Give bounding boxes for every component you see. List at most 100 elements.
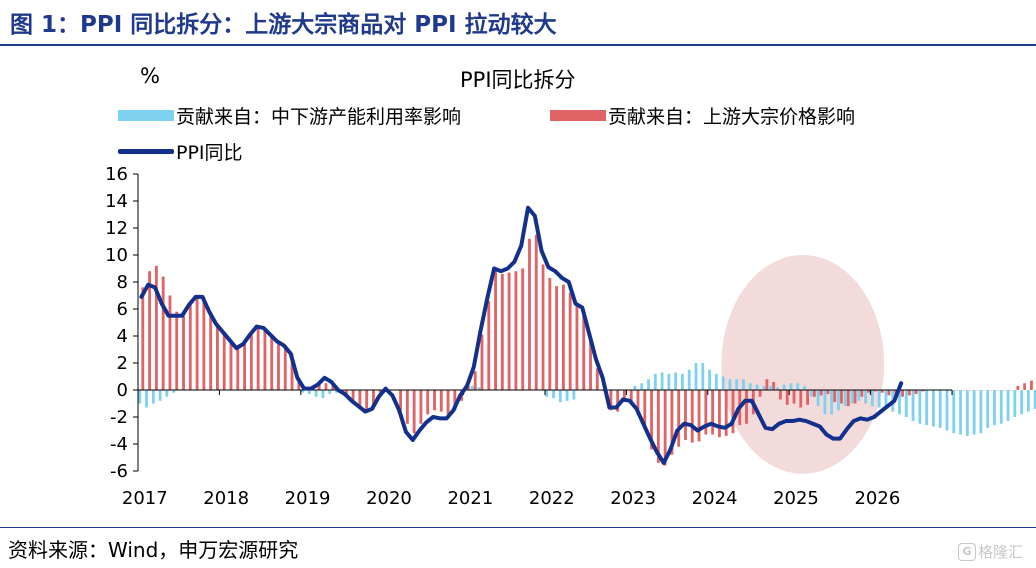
bar-upstream-74	[643, 390, 647, 427]
bar-upstream-77	[663, 390, 667, 466]
bar-upstream-46	[453, 390, 457, 411]
bar-midstream-105	[850, 390, 854, 404]
bar-upstream-39	[405, 390, 409, 424]
bar-midstream-29	[335, 390, 338, 393]
ppi-point-86	[723, 426, 726, 429]
bar-upstream-93	[772, 381, 776, 390]
bar-midstream-126	[993, 390, 996, 426]
bar-midstream-119	[945, 390, 949, 431]
bar-midstream-122	[965, 390, 969, 436]
bar-midstream-112	[898, 390, 901, 415]
ppi-point-32	[357, 405, 360, 408]
bar-upstream-63	[568, 292, 572, 390]
y-tick-label-5: 4	[117, 326, 128, 347]
ppi-point-112	[899, 382, 903, 385]
ppi-point-57	[526, 206, 530, 209]
bar-upstream-27	[324, 383, 328, 390]
bar-midstream-26	[314, 390, 318, 397]
bar-upstream-2	[154, 265, 158, 390]
ppi-point-40	[411, 438, 414, 442]
ppi-point-26	[316, 383, 319, 386]
y-tick-label-9: 12	[105, 218, 128, 239]
bar-upstream-57	[528, 238, 531, 390]
y-tick-label-3: 0	[117, 380, 128, 401]
ppi-point-47	[459, 394, 462, 397]
bar-midstream-94	[775, 387, 779, 390]
bar-midstream-77	[660, 372, 664, 390]
bar-upstream-84	[711, 390, 715, 435]
ppi-point-25	[309, 387, 313, 390]
ppi-point-90	[750, 399, 754, 402]
bar-upstream-60	[548, 277, 552, 390]
bar-upstream-72	[629, 390, 633, 404]
bar-upstream-86	[724, 390, 728, 436]
ppi-point-77	[662, 461, 665, 465]
bar-upstream-14	[236, 348, 240, 390]
ppi-point-71	[621, 398, 625, 401]
ppi-point-6	[180, 314, 184, 317]
bar-midstream-3	[158, 390, 162, 401]
ppi-point-65	[581, 306, 584, 309]
ppi-point-60	[547, 265, 550, 269]
bar-upstream-62	[561, 284, 565, 390]
bar-upstream-110	[887, 390, 891, 396]
bar-midstream-118	[938, 390, 942, 428]
ppi-point-27	[323, 376, 326, 380]
bar-upstream-131	[1030, 380, 1033, 390]
bar-upstream-18	[263, 327, 267, 390]
ppi-point-38	[397, 409, 401, 412]
bar-upstream-22	[290, 353, 294, 390]
bar-upstream-87	[731, 390, 735, 434]
ppi-point-13	[228, 338, 231, 342]
bar-midstream-84	[708, 369, 711, 390]
bar-midstream-124	[979, 390, 983, 434]
bar-midstream-79	[674, 372, 678, 390]
bar-upstream-82	[697, 390, 701, 442]
bar-upstream-38	[399, 390, 403, 411]
bar-upstream-34	[372, 390, 375, 409]
x-tick-label-0: 2017	[122, 488, 168, 509]
bar-upstream-50	[480, 334, 484, 390]
bar-midstream-85	[714, 373, 718, 390]
bar-upstream-4	[168, 295, 172, 390]
ppi-point-14	[235, 346, 238, 350]
figure-title: 图 1：PPI 同比拆分：上游大宗商品对 PPI 拉动较大	[10, 12, 557, 38]
bar-midstream-27	[321, 390, 325, 399]
bar-midstream-96	[789, 383, 793, 390]
bar-upstream-66	[589, 336, 592, 390]
bar-midstream-103	[837, 390, 840, 411]
bar-upstream-85	[717, 390, 721, 438]
bar-upstream-67	[595, 368, 599, 390]
bar-upstream-92	[765, 379, 769, 390]
ppi-point-69	[608, 406, 611, 409]
ppi-point-76	[655, 450, 659, 454]
ppi-point-8	[194, 295, 197, 299]
ppi-point-17	[255, 325, 258, 328]
bar-upstream-28	[331, 385, 335, 390]
bar-upstream-49	[473, 371, 477, 390]
ppi-point-22	[289, 352, 292, 355]
bar-midstream-114	[911, 390, 915, 422]
ppi-point-93	[771, 427, 774, 431]
bar-upstream-130	[1023, 383, 1027, 390]
bar-upstream-76	[656, 390, 660, 463]
bar-midstream-25	[307, 390, 311, 395]
ppi-point-108	[872, 415, 876, 419]
ppi-point-96	[791, 419, 794, 423]
bar-upstream-10	[209, 311, 213, 390]
bar-upstream-23	[297, 377, 301, 390]
ppi-point-63	[567, 280, 570, 284]
bar-midstream-87	[728, 379, 732, 390]
bar-upstream-114	[914, 390, 918, 395]
bar-upstream-61	[555, 286, 559, 390]
legend-upstream-swatch	[550, 110, 606, 121]
bar-midstream-125	[986, 390, 990, 428]
bar-upstream-98	[806, 390, 810, 405]
chart-title: PPI同比拆分	[460, 68, 576, 92]
ppi-point-51	[486, 297, 489, 300]
bar-midstream-82	[694, 363, 698, 390]
y-tick-label-0: -6	[110, 461, 128, 482]
bar-midstream-91	[755, 384, 759, 390]
watermark-logo-icon: G	[958, 542, 976, 561]
ppi-point-4	[167, 314, 170, 317]
